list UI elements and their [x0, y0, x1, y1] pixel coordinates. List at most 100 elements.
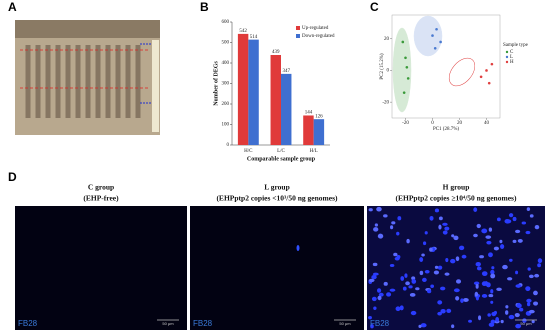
spore: [424, 231, 428, 235]
spore: [487, 313, 491, 317]
legend-title: Sample type: [503, 43, 529, 48]
spore: [438, 216, 443, 221]
bar: [270, 55, 281, 145]
spore: [429, 247, 433, 252]
spore: [455, 256, 460, 262]
value-label: 144: [305, 111, 313, 116]
panel-subtitle: (EHPptp2 copies <10³/50 ng genomes): [216, 194, 338, 203]
pca-chart: -20 0 20 40 -20 0 20 CLH Sample type PC1 (28.7%) P…: [380, 14, 529, 132]
spore: [422, 241, 427, 246]
y-tick-label: 20: [384, 37, 390, 42]
spore: [478, 315, 482, 321]
spore: [496, 287, 502, 292]
spore: [519, 307, 524, 312]
legend-swatch: [296, 34, 300, 38]
point: [431, 34, 434, 37]
y-tick-label: 100: [222, 123, 230, 128]
point: [487, 81, 491, 85]
spore: [440, 286, 446, 291]
panel-title: L group: [264, 183, 290, 192]
bar: [313, 119, 325, 145]
plot-frame: [391, 14, 501, 119]
microscopy-panels: C group (EHP-free) FB28 50 μm L group (EHPptp…: [15, 183, 545, 330]
spore: [437, 311, 442, 316]
spore: [393, 252, 398, 257]
panel-label: C: [370, 0, 379, 14]
value-label: 347: [282, 69, 290, 74]
legend-label: Down-regulated: [302, 34, 335, 39]
stain-label: FB28: [18, 319, 38, 328]
spore: [528, 274, 534, 279]
spore: [505, 219, 512, 224]
spore: [491, 266, 495, 270]
spore: [488, 227, 493, 232]
stain-label: FB28: [370, 319, 390, 328]
spore: [374, 223, 378, 227]
spore: [509, 258, 513, 262]
spore: [404, 273, 408, 278]
legend-swatch: [505, 50, 509, 54]
point: [439, 40, 442, 44]
spore: [411, 279, 417, 284]
shrimp-photo: [15, 20, 160, 135]
spore: [500, 319, 504, 324]
spore: [525, 230, 531, 235]
point: [402, 91, 406, 94]
spore: [438, 224, 442, 230]
spore: [371, 275, 377, 280]
spore: [451, 234, 455, 238]
point: [406, 77, 410, 80]
value-label: 126: [315, 114, 323, 119]
point: [433, 46, 437, 50]
y-axis-label: Number of DEGs: [213, 61, 219, 106]
spore: [527, 267, 531, 271]
spore: [537, 258, 543, 264]
spore: [372, 272, 379, 276]
spore: [488, 252, 493, 258]
x-tick-label: L/C: [277, 149, 285, 154]
spore: [451, 324, 455, 329]
spore: [372, 262, 378, 267]
y-tick-label: 600: [222, 20, 230, 25]
spore: [430, 284, 435, 288]
spore: [406, 238, 410, 244]
legend-label: Up-regulated: [302, 26, 329, 31]
spore: [473, 281, 480, 286]
spore: [368, 315, 372, 320]
spore: [373, 306, 377, 310]
x-tick-label: 0: [431, 121, 434, 126]
spore: [522, 318, 527, 323]
spore: [445, 257, 449, 263]
legend-label: L: [510, 55, 513, 60]
spore: [419, 270, 424, 276]
spore: [476, 266, 482, 271]
x-tick-label: 20: [457, 121, 463, 126]
spore: [461, 254, 467, 259]
spore: [462, 298, 469, 303]
spore: [437, 265, 443, 270]
spore: [473, 207, 478, 212]
spore: [418, 324, 422, 328]
legend-swatch: [505, 55, 509, 59]
spore: [377, 295, 382, 301]
spore: [533, 290, 538, 296]
spore: [512, 239, 517, 243]
spore: [496, 217, 501, 222]
spore: [475, 295, 479, 301]
spore: [475, 261, 481, 267]
panel-label: D: [8, 170, 17, 184]
bar: [237, 33, 249, 145]
spore: [383, 281, 388, 286]
spore: [476, 223, 481, 229]
spore: [409, 292, 416, 297]
spore: [517, 238, 523, 243]
legend-swatch: [505, 60, 509, 64]
point: [485, 69, 488, 72]
spore: [508, 213, 514, 218]
y-tick-label: 300: [222, 82, 230, 87]
value-label: 514: [250, 35, 258, 40]
spore: [481, 228, 488, 234]
spore: [377, 233, 384, 239]
spore: [455, 296, 460, 301]
